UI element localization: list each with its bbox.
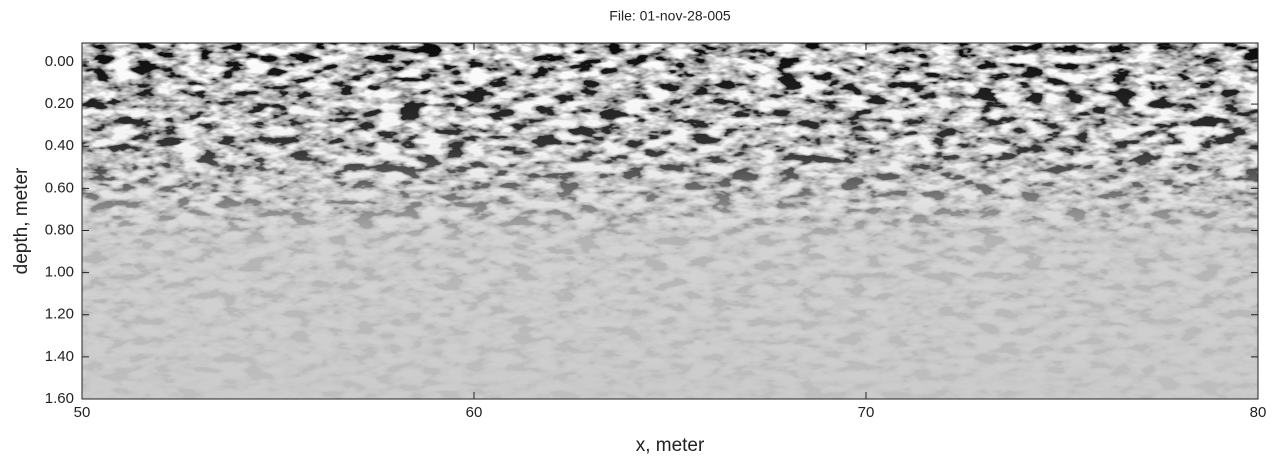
x-tick-label: 50 bbox=[74, 404, 91, 421]
y-tick-label: 1.00 bbox=[45, 264, 74, 281]
plot-frame bbox=[81, 42, 1259, 400]
x-tick-label: 70 bbox=[858, 404, 875, 421]
y-tick-label: 0.20 bbox=[45, 95, 74, 112]
radargram-image bbox=[81, 42, 1259, 400]
y-tick-label: 0.40 bbox=[45, 137, 74, 154]
y-tick-label: 1.60 bbox=[45, 390, 74, 407]
x-tick-label: 80 bbox=[1250, 404, 1267, 421]
y-tick-label: 0.00 bbox=[45, 53, 74, 70]
y-axis-label: depth, meter bbox=[11, 167, 32, 274]
y-tick-label: 0.80 bbox=[45, 221, 74, 238]
chart-title: File: 01-nov-28-005 bbox=[609, 8, 731, 24]
y-tick-label: 1.40 bbox=[45, 348, 74, 365]
x-axis-label: x, meter bbox=[636, 435, 705, 456]
depth-fade bbox=[82, 43, 1258, 399]
y-tick-label: 1.20 bbox=[45, 306, 74, 323]
y-tick-label: 0.60 bbox=[45, 179, 74, 196]
x-tick-label: 60 bbox=[466, 404, 483, 421]
